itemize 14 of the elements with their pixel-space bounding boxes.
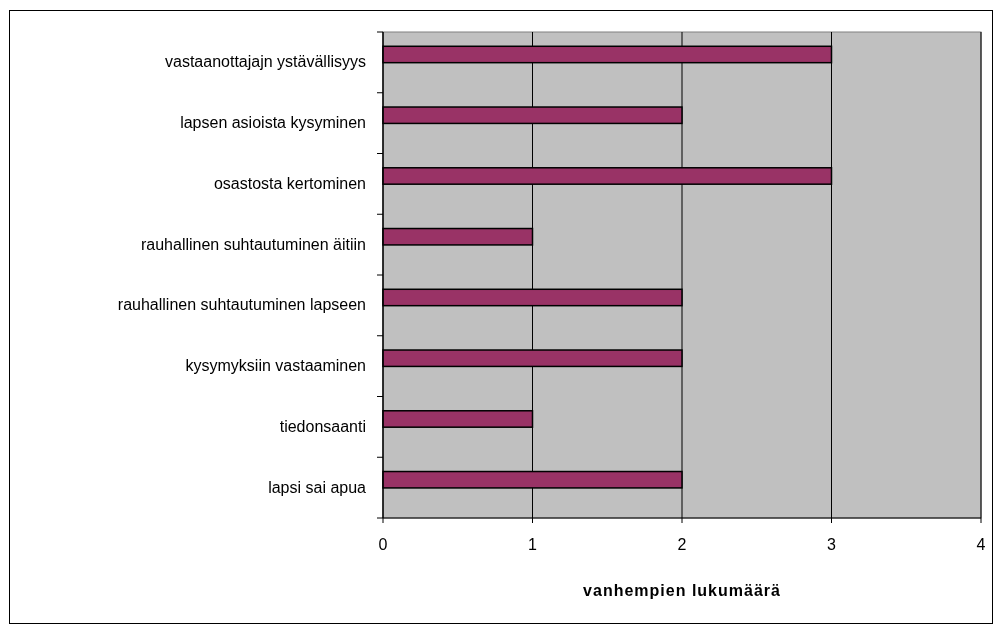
y-tick-label: rauhallinen suhtautuminen äitiin [140,235,366,253]
y-tick-label: tiedonsaanti [279,417,366,435]
x-tick-label: 4 [976,536,986,553]
y-tick-label: lapsi sai apua [268,478,367,496]
x-tick-label: 1 [528,536,538,553]
y-tick-label: kysymyksiin vastaaminen [185,357,366,375]
x-tick-label: 2 [677,536,687,553]
y-tick-label: lapsen asioista kysyminen [180,114,366,132]
y-tick-label: osastosta kertominen [213,174,366,192]
x-tick-label: 0 [378,536,388,553]
y-tick-label: rauhallinen suhtautuminen lapseen [117,296,366,314]
y-tick-label: vastaanottajajn ystävällisyys [165,53,366,71]
x-tick-label: 3 [827,536,837,553]
x-axis-title: vanhempien lukumäärä [583,582,781,599]
